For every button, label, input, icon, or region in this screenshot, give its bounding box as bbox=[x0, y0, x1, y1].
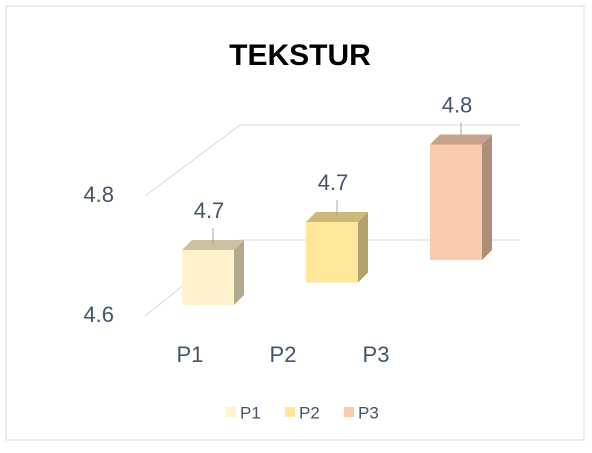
data-label: 4.7 bbox=[194, 198, 225, 223]
bar bbox=[430, 144, 482, 260]
legend-swatch bbox=[344, 407, 354, 417]
bar bbox=[182, 250, 234, 305]
data-label: 4.8 bbox=[442, 92, 473, 117]
legend-label: P3 bbox=[358, 403, 379, 422]
data-label: 4.7 bbox=[318, 170, 349, 195]
legend-label: P2 bbox=[299, 403, 320, 422]
y-tick-label: 4.8 bbox=[83, 182, 114, 207]
bar-side bbox=[234, 240, 244, 305]
legend-swatch bbox=[226, 407, 236, 417]
legend-label: P1 bbox=[240, 403, 261, 422]
chart-title: TEKSTUR bbox=[229, 39, 371, 72]
legend-swatch bbox=[285, 407, 295, 417]
x-tick-label: P1 bbox=[177, 342, 204, 367]
bar-side bbox=[482, 134, 492, 260]
grid-line bbox=[144, 124, 520, 197]
bar bbox=[306, 222, 358, 283]
x-tick-label: P2 bbox=[270, 342, 297, 367]
bar-side bbox=[358, 212, 368, 283]
y-tick-label: 4.6 bbox=[83, 302, 114, 327]
x-tick-label: P3 bbox=[363, 342, 390, 367]
